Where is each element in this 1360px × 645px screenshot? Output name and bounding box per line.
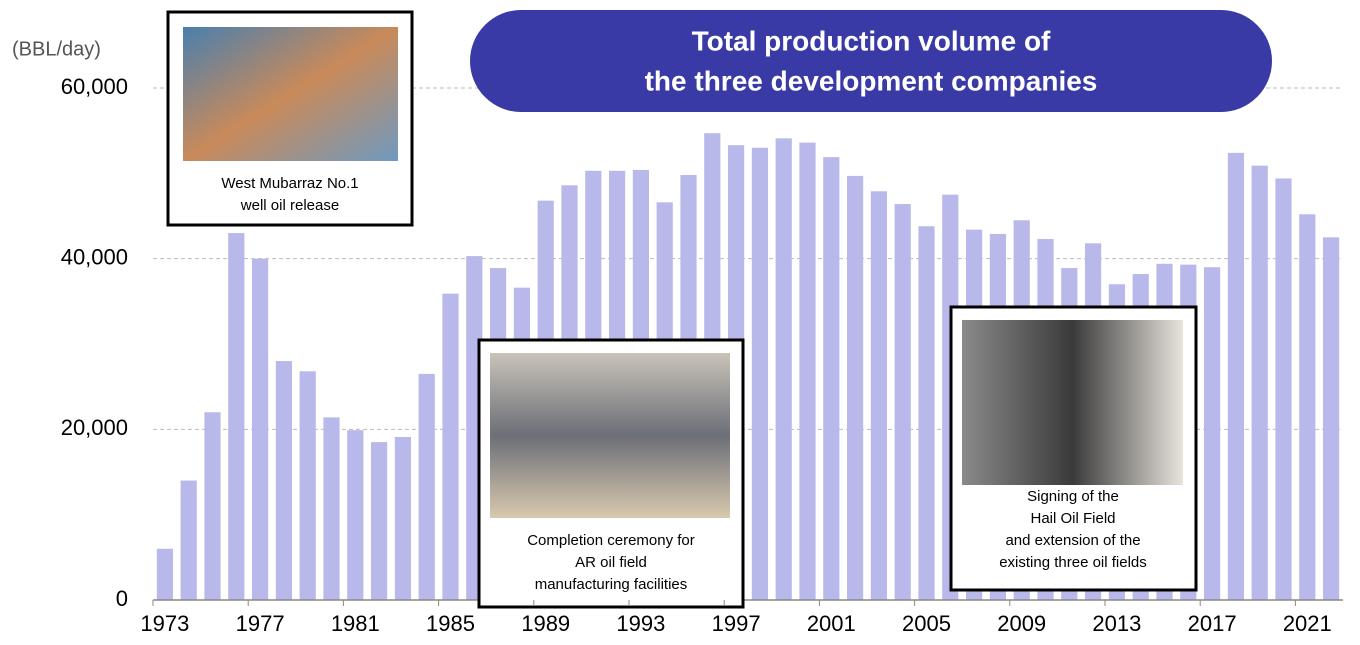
x-tick-label: 1989 [521,611,570,636]
x-tick-label: 1977 [236,611,285,636]
x-tick-label: 1997 [712,611,761,636]
x-tick-label: 2017 [1188,611,1237,636]
x-tick-label: 2013 [1092,611,1141,636]
bar [799,143,815,600]
photo [183,27,398,161]
bar [1275,178,1291,600]
chart-title: the three development companies [645,65,1098,96]
x-tick-label: 1973 [140,611,189,636]
annotation-caption: manufacturing facilities [535,576,688,593]
annotation-caption: AR oil field [575,554,647,571]
bar [276,361,292,600]
y-tick-label: 20,000 [61,415,128,440]
chart-title: Total production volume of [692,25,1051,56]
annotation-caption: existing three oil fields [999,554,1147,571]
bar [823,157,839,600]
bar [1252,166,1268,600]
bar [1299,214,1315,600]
bar [1228,153,1244,600]
bar [395,437,411,600]
bar [776,138,792,600]
x-tick-label: 2005 [902,611,951,636]
annotation-caption: Completion ceremony for [527,532,695,549]
bar [371,442,387,600]
bar [871,191,887,600]
bar [157,549,173,600]
annotation-caption: Signing of the [1027,488,1119,505]
x-tick-label: 2009 [997,611,1046,636]
annotation-caption: well oil release [240,197,339,214]
bar [895,204,911,600]
bar [228,233,244,600]
photo [962,320,1183,485]
bar [1323,237,1339,600]
y-tick-label: 0 [116,586,128,611]
annotation-caption: Hail Oil Field [1030,510,1115,527]
bar [300,371,316,600]
annotation-caption: and extension of the [1005,532,1140,549]
photo [490,353,730,518]
bar [181,481,197,600]
bar [347,430,363,600]
bar [918,226,934,600]
bar [204,412,220,600]
y-tick-label: 60,000 [61,74,128,99]
x-tick-label: 2021 [1283,611,1332,636]
bar [252,259,268,600]
x-tick-label: 2001 [807,611,856,636]
x-tick-label: 1993 [616,611,665,636]
bar [847,176,863,600]
x-tick-label: 1985 [426,611,475,636]
y-unit: (BBL/day) [12,38,101,60]
photo-box [168,12,412,225]
bar [323,417,339,600]
bar [419,374,435,600]
annotation-caption: West Mubarraz No.1 [221,175,358,192]
bar [752,148,768,600]
bar [1204,267,1220,600]
chart: (BBL/day) Total production volume of the… [0,0,1360,645]
bar [442,294,458,600]
x-tick-label: 1981 [331,611,380,636]
y-tick-label: 40,000 [61,244,128,269]
